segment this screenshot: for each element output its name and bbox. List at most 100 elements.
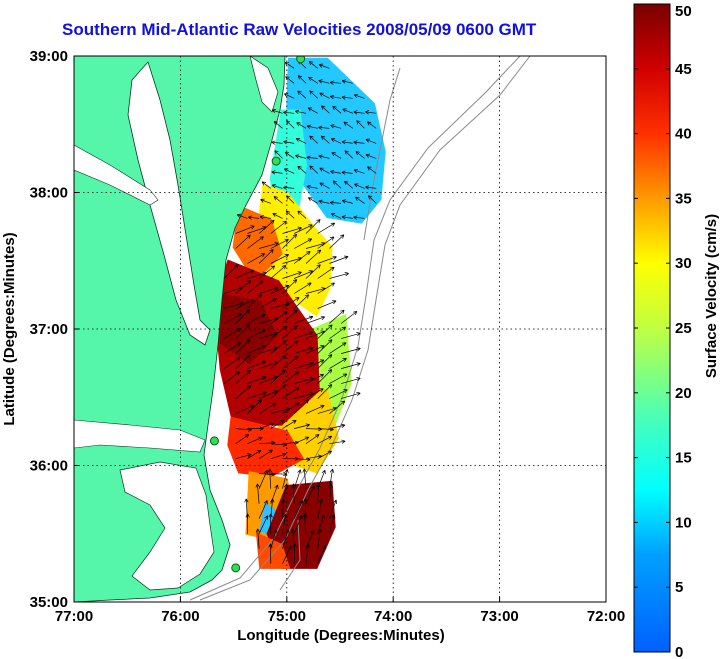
velocity-arrow [235, 280, 252, 294]
velocity-arrow [223, 342, 242, 354]
colorbar-tick-label: 30 [675, 255, 692, 272]
velocity-arrow [247, 399, 263, 414]
velocity-arrow [365, 110, 377, 115]
velocity-arrow [270, 311, 288, 324]
velocity-arrow [247, 449, 262, 459]
velocity-arrow [356, 120, 365, 129]
velocity-arrow [294, 346, 314, 354]
velocity-arrow [273, 196, 283, 204]
velocity-arrow [247, 376, 267, 384]
velocity-arrow [305, 315, 326, 324]
velocity-arrow [272, 213, 283, 219]
velocity-arrow [329, 389, 348, 399]
colorbar-tick-label: 0 [675, 644, 683, 659]
velocity-arrow [267, 468, 273, 489]
velocity-arrow [317, 354, 333, 369]
colorbar-tick-label: 5 [675, 579, 683, 596]
velocity-arrow [309, 135, 318, 144]
velocity-arrow [282, 545, 292, 564]
velocity-arrow [235, 339, 251, 354]
velocity-arrow [309, 90, 318, 99]
velocity-arrow [317, 255, 337, 264]
velocity-arrow [236, 213, 248, 219]
velocity-arrow [247, 360, 267, 369]
velocity-arrow [270, 220, 287, 234]
velocity-arrow [317, 469, 326, 489]
velocity-arrow [282, 419, 297, 429]
velocity-arrow [255, 528, 261, 549]
velocity-arrow [329, 234, 345, 249]
velocity-arrow [329, 468, 335, 489]
velocity-arrow [305, 249, 322, 264]
radar-station-marker[interactable] [231, 563, 241, 573]
velocity-arrow [317, 514, 325, 534]
velocity-patch [219, 293, 278, 365]
velocity-arrow [258, 515, 269, 534]
y-axis-label: Latitude (Degrees:Minutes) [1, 232, 18, 425]
colorbar-tick-label: 20 [675, 385, 692, 402]
velocity-arrow [341, 95, 353, 100]
velocity-arrow [294, 331, 314, 339]
velocity-arrow [258, 265, 276, 279]
velocity-arrow [270, 419, 285, 429]
velocity-arrow [341, 199, 353, 204]
velocity-arrow [317, 236, 335, 249]
velocity-arrow [317, 222, 336, 234]
velocity-arrow [318, 125, 330, 130]
velocity-arrow [317, 384, 333, 399]
velocity-arrow [329, 342, 347, 354]
velocity-arrow [247, 436, 263, 445]
velocity-arrow [270, 265, 287, 279]
velocity-arrow [341, 391, 361, 399]
velocity-arrow [354, 183, 365, 189]
y-tick-label: 39:00 [30, 48, 68, 65]
velocity-arrow [309, 165, 318, 174]
velocity-arrow [365, 185, 377, 190]
velocity-arrow [297, 210, 307, 219]
velocity-arrow [305, 373, 324, 384]
velocity-arrow [293, 500, 304, 519]
radar-stations [209, 55, 306, 573]
x-ticks: 77:00 76:00 75:00 74:00 73:00 72:00 [55, 597, 625, 625]
colorbar-label: Surface Velocity (cm/s) [703, 214, 720, 378]
velocity-arrow [235, 225, 255, 234]
velocity-arrow [331, 152, 342, 159]
velocity-arrow [341, 377, 361, 384]
velocity-arrow [355, 196, 365, 204]
velocity-arrow [260, 198, 271, 204]
colorbar-tick-label: 25 [675, 320, 692, 337]
velocity-arrow [258, 470, 268, 489]
colorbar-tick-label: 45 [675, 61, 692, 78]
velocity-arrow [320, 135, 330, 144]
colorbar-tick-label: 40 [675, 126, 692, 143]
velocity-arrow [330, 213, 342, 219]
velocity-arrow [329, 200, 342, 205]
velocity-arrow [294, 423, 310, 429]
velocity-arrow [283, 110, 295, 115]
velocity-arrow [297, 165, 307, 174]
radar-station-marker[interactable] [271, 156, 281, 166]
colorbar-tick-label: 15 [675, 450, 692, 467]
velocity-arrow [283, 185, 295, 190]
y-tick-label: 35:00 [30, 594, 68, 611]
colorbar-tick-label: 10 [675, 514, 692, 531]
velocity-arrow [285, 210, 295, 219]
velocity-arrow [258, 298, 277, 309]
velocity-arrow [329, 423, 346, 429]
velocity-arrow [305, 359, 325, 369]
velocity-arrow [223, 371, 241, 384]
velocity-arrow [365, 153, 377, 159]
velocity-arrow [282, 226, 302, 234]
velocity-arrow [270, 284, 290, 294]
velocity-arrow [305, 485, 315, 504]
velocity-arrow [306, 155, 318, 160]
velocity-arrow [353, 93, 365, 99]
velocity-arrow [367, 166, 377, 174]
velocity-arrow [259, 215, 271, 220]
radar-station-marker[interactable] [296, 55, 306, 64]
radar-station-marker[interactable] [209, 436, 219, 446]
velocity-arrow [283, 93, 295, 99]
velocity-arrow [343, 121, 354, 129]
velocity-arrow [305, 530, 315, 549]
